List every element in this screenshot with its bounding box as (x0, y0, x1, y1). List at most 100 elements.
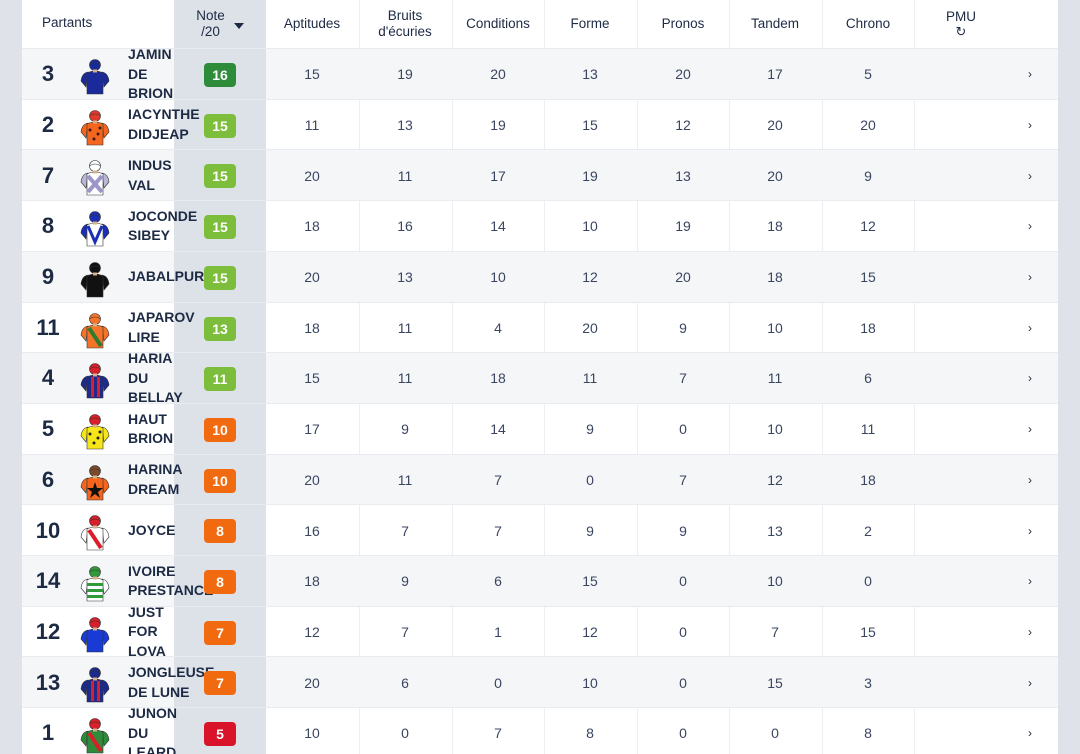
chevron-right-icon[interactable]: › (1028, 371, 1032, 386)
header-note-line2: /20 (201, 24, 220, 39)
score-cell: 6 (864, 370, 872, 387)
score-cell: 18 (860, 471, 876, 488)
score-cell: 11 (397, 167, 413, 184)
score-cell: 14 (490, 218, 506, 235)
table-row[interactable]: 5 HAUT BRION 10 17 9 14 9 0 10 11 › (22, 402, 1058, 455)
score-cell: 19 (675, 218, 691, 235)
score-cell: 12 (860, 218, 876, 235)
chevron-right-icon[interactable]: › (1028, 168, 1032, 183)
table-row[interactable]: 7 INDUS VAL 15 20 11 17 19 13 20 9 › (22, 149, 1058, 201)
jockey-silk-icon (78, 361, 112, 399)
chevron-right-icon[interactable]: › (1028, 67, 1032, 82)
score-cell: 9 (586, 421, 594, 438)
header-bruits-ecuries[interactable]: Bruits d'écuries (359, 0, 451, 48)
note-badge: 8 (204, 519, 236, 544)
note-badge: 16 (204, 63, 236, 87)
runner-number: 4 (41, 365, 55, 391)
score-cell: 0 (864, 573, 872, 590)
runner-number: 10 (35, 517, 61, 543)
note-badge: 8 (204, 570, 236, 594)
score-cell: 20 (675, 66, 691, 83)
horse-name[interactable]: JAPAROV LIRE (128, 303, 248, 354)
score-cell: 18 (304, 319, 320, 336)
horse-name[interactable]: JABALPUR (128, 252, 248, 303)
horse-name-line: BRION (128, 85, 174, 101)
horse-name[interactable]: JONGLEUSE DE LUNE (128, 657, 248, 708)
runner-number: 14 (35, 568, 61, 594)
chevron-right-icon[interactable]: › (1028, 270, 1032, 285)
chevron-right-icon[interactable]: › (1028, 675, 1032, 690)
horse-name[interactable]: INDUS VAL (128, 150, 248, 201)
sort-desc-icon (233, 23, 244, 29)
chevron-right-icon[interactable]: › (1028, 320, 1032, 335)
jockey-silk-icon (78, 513, 112, 551)
horse-name-line: HARINA (128, 461, 183, 478)
header-partants[interactable]: Partants (42, 15, 93, 30)
chevron-right-icon[interactable]: › (1028, 117, 1032, 132)
header-note-sort[interactable]: Note /20 (174, 0, 266, 48)
chevron-right-icon[interactable]: › (1028, 523, 1032, 538)
note-badge: 5 (204, 722, 236, 747)
horse-name-line: INDUS (128, 157, 172, 174)
horse-name[interactable]: HARIA DU BELLAY (128, 350, 248, 405)
runner-number: 1 (41, 720, 55, 746)
table-row[interactable]: 6 HARINA DREAM 10 20 11 7 0 7 12 18 › (22, 453, 1058, 506)
header-conditions[interactable]: Conditions (466, 16, 530, 31)
horse-name-line: DE LUNE (128, 683, 190, 700)
table-row[interactable]: 1 JUNON DU LEARD 5 10 0 7 8 0 0 8 › (22, 705, 1058, 754)
horse-name[interactable]: IACYNTHE DIDJEAP (128, 100, 248, 151)
score-cell: 17 (767, 66, 783, 83)
header-forme[interactable]: Forme (570, 16, 610, 31)
table-row[interactable]: 4 HARIA DU BELLAY 11 15 11 18 11 7 11 6 › (22, 350, 1058, 405)
score-cell: 7 (679, 471, 687, 488)
score-cell: 18 (860, 319, 876, 336)
table-row[interactable]: 11 JAPAROV LIRE 13 18 11 4 20 9 10 18 › (22, 301, 1058, 354)
score-cell: 15 (304, 370, 320, 387)
header-bruits-label: Bruits d'écuries (378, 8, 432, 39)
horse-name[interactable]: JOYCE (128, 505, 248, 556)
horse-name[interactable]: JOCONDE SIBEY (128, 201, 248, 252)
chevron-right-icon[interactable]: › (1028, 624, 1032, 639)
table-row[interactable]: 3 JAMIN DE BRION 16 15 19 20 13 20 17 5 › (22, 46, 1058, 101)
score-cell: 20 (582, 319, 598, 336)
chevron-right-icon[interactable]: › (1028, 574, 1032, 589)
chevron-right-icon[interactable]: › (1028, 472, 1032, 487)
header-chrono[interactable]: Chrono (845, 16, 891, 31)
header-pmu[interactable]: PMU ↻ (915, 0, 1007, 48)
score-cell: 3 (864, 674, 872, 691)
horse-name[interactable]: HAUT BRION (128, 404, 248, 455)
refresh-icon[interactable]: ↻ (955, 24, 967, 39)
table-row[interactable]: 2 IACYNTHE DIDJEAP 15 11 13 19 15 12 20 20 › (22, 98, 1058, 151)
horse-name[interactable]: HARINA DREAM (128, 455, 248, 506)
runner-number: 3 (41, 61, 55, 87)
horse-name[interactable]: JUNON DU LEARD (128, 705, 248, 754)
score-cell: 9 (679, 522, 687, 539)
horse-name-line: IACYNTHE (128, 106, 200, 123)
horse-name[interactable]: JUST FOR LOVA (128, 604, 248, 659)
header-pronos[interactable]: Pronos (661, 16, 705, 31)
chevron-right-icon[interactable]: › (1028, 726, 1032, 741)
score-cell: 7 (494, 471, 502, 488)
horse-name[interactable]: IVOIRE PRESTANCE (128, 556, 248, 607)
horse-name-line: FOR (128, 623, 158, 640)
score-cell: 5 (864, 66, 872, 83)
score-cell: 10 (304, 725, 320, 742)
chevron-right-icon[interactable]: › (1028, 219, 1032, 234)
score-cell: 12 (304, 623, 320, 640)
table-row[interactable]: 9 JABALPUR 15 20 13 10 12 20 18 15 › (22, 250, 1058, 303)
table-row[interactable]: 13 JONGLEUSE DE LUNE 7 20 6 0 10 0 15 3 › (22, 656, 1058, 708)
table-row[interactable]: 12 JUST FOR LOVA 7 12 7 1 12 0 7 15 › (22, 604, 1058, 659)
score-cell: 2 (864, 522, 872, 539)
header-tandem[interactable]: Tandem (750, 16, 800, 31)
score-cell: 10 (767, 573, 783, 590)
header-note-line1: Note (196, 8, 225, 23)
table-row[interactable]: 8 JOCONDE SIBEY 15 18 16 14 10 19 18 12 › (22, 200, 1058, 252)
header-aptitudes[interactable]: Aptitudes (283, 16, 341, 31)
horse-name[interactable]: JAMIN DE BRION (128, 46, 248, 101)
score-cell: 13 (675, 167, 691, 184)
table-row[interactable]: 10 JOYCE 8 16 7 7 9 9 13 2 › (22, 504, 1058, 556)
score-cell: 6 (494, 573, 502, 590)
table-row[interactable]: 14 IVOIRE PRESTANCE 8 18 9 6 15 0 10 0 › (22, 555, 1058, 607)
score-cell: 11 (397, 319, 413, 336)
chevron-right-icon[interactable]: › (1028, 422, 1032, 437)
